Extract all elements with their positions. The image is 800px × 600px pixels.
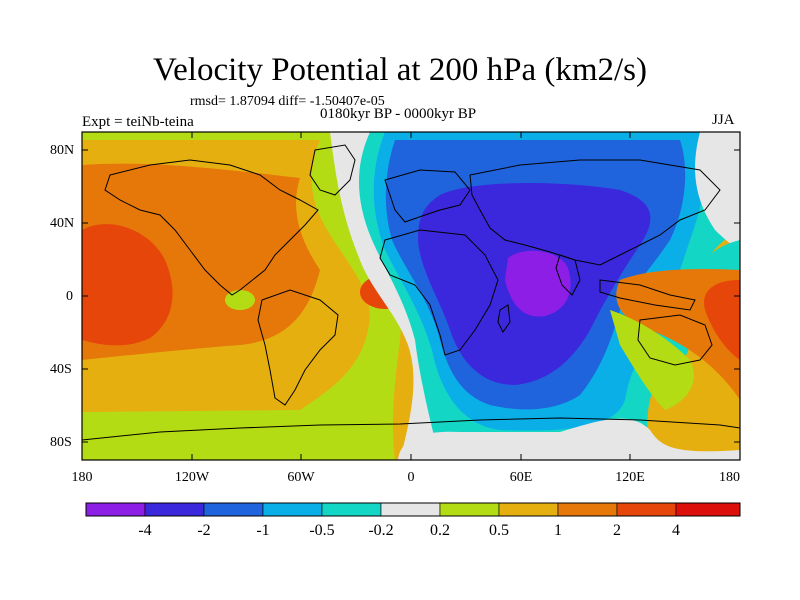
colorbar-box-6 <box>439 502 500 517</box>
lon-tick-120w: 120W <box>174 470 210 485</box>
figure-title: Velocity Potential at 200 hPa (km2/s) <box>152 52 648 88</box>
field-band-redorange-east <box>704 280 740 360</box>
map-field <box>82 132 740 460</box>
lon-tick-180w: 180 <box>71 470 93 485</box>
coast-greenland <box>309 144 356 196</box>
lat-tick-40s: 40S <box>50 362 72 377</box>
lon-tick-60e: 60E <box>509 470 533 485</box>
field-band-gray-indopacific <box>695 132 740 250</box>
colorbar-box-5 <box>380 502 441 517</box>
colorbar <box>85 502 741 517</box>
lon-tick-60w: 60W <box>287 470 315 485</box>
coast-australia <box>637 314 713 366</box>
colorbar-box-8 <box>557 502 618 517</box>
colorbar-box-10 <box>675 502 741 517</box>
field-band-yellowgreen-east <box>610 310 694 410</box>
lon-tick-180e: 180 <box>719 470 740 485</box>
stats-line: rmsd= 1.87094 diff= -1.50407e-05 <box>190 94 385 109</box>
lat-tick-40n: 40N <box>50 216 75 231</box>
coast-madagascar <box>497 304 511 333</box>
coastlines <box>82 144 740 441</box>
colorbar-box-7 <box>498 502 559 517</box>
lat-tick-80n: 80N <box>50 143 75 158</box>
lat-tick-80s: 80S <box>50 435 72 450</box>
lon-tick-120e: 120E <box>615 470 645 485</box>
colorbar-label-1: -2 <box>197 522 211 539</box>
colorbar-box-3 <box>262 502 323 517</box>
colorbar-label-6: 0.5 <box>489 522 509 539</box>
coast-north-america <box>104 159 319 296</box>
colorbar-box-0 <box>85 502 146 517</box>
colorbar-label-3: -0.5 <box>309 522 335 539</box>
field-band-gray-south <box>398 418 740 460</box>
coast-maritime-continent <box>599 279 696 311</box>
coast-antarctica <box>82 417 740 441</box>
season-label: JJA <box>712 112 735 128</box>
lon-tick-0: 0 <box>407 470 415 485</box>
coast-europe <box>384 169 471 223</box>
colorbar-box-9 <box>616 502 677 517</box>
tick-marks <box>81 132 741 460</box>
lat-tick-eq: 0 <box>66 289 73 304</box>
field-band-redorange-west <box>82 224 173 346</box>
colorbar-label-4: -0.2 <box>368 522 394 539</box>
colorbar-label-9: 4 <box>672 522 680 539</box>
coast-india <box>555 254 581 296</box>
coast-south-america <box>257 289 339 406</box>
colorbar-label-8: 2 <box>613 522 621 539</box>
colorbar-outline <box>85 502 741 517</box>
colorbar-box-2 <box>203 502 264 517</box>
colorbar-label-0: -4 <box>138 522 152 539</box>
coast-asia <box>469 159 721 266</box>
colorbar-label-5: 0.2 <box>430 522 450 539</box>
colorbar-box-1 <box>144 502 205 517</box>
colorbar-label-7: 1 <box>554 522 562 539</box>
field-band-purple <box>505 250 571 317</box>
colorbar-box-4 <box>321 502 382 517</box>
subtitle: 0180kyr BP - 0000kyr BP <box>320 106 477 122</box>
experiment-label: Expt = teiNb-teina <box>82 114 194 130</box>
colorbar-label-2: -1 <box>256 522 270 539</box>
coast-africa <box>379 229 499 356</box>
